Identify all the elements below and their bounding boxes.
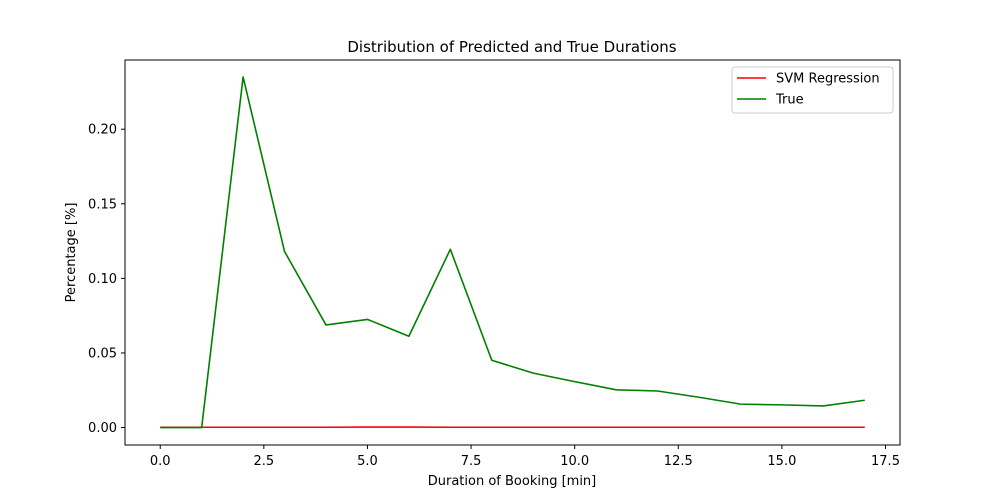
y-axis-ticks: 0.00 0.05 0.10 0.15 0.20 [88, 123, 125, 436]
x-tick-label: 15.0 [767, 454, 796, 469]
x-axis-label: Duration of Booking [min] [428, 474, 597, 489]
x-tick-label: 0.0 [150, 454, 171, 469]
y-tick-label: 0.20 [88, 123, 117, 138]
x-tick-label: 12.5 [664, 454, 693, 469]
y-tick-label: 0.10 [88, 272, 117, 287]
legend-label-true: True [775, 93, 804, 108]
y-tick-label: 0.05 [88, 346, 117, 361]
x-axis-ticks: 0.0 2.5 5.0 7.5 10.0 12.5 15.0 17.5 [150, 445, 900, 469]
x-tick-label: 10.0 [560, 454, 589, 469]
legend-box [731, 66, 894, 114]
legend-label-svm-regression: SVM Regression [776, 72, 880, 87]
x-tick-label: 7.5 [461, 454, 482, 469]
series-line-true [160, 76, 865, 429]
y-tick-label: 0.15 [88, 197, 117, 212]
plot-area-frame [124, 59, 901, 446]
x-tick-label: 5.0 [357, 454, 378, 469]
chart-title: Distribution of Predicted and True Durat… [347, 38, 676, 56]
x-tick-label: 2.5 [253, 454, 274, 469]
y-tick-label: 0.00 [88, 421, 117, 436]
y-axis-label: Percentage [%] [64, 203, 79, 303]
legend: SVM Regression True [731, 66, 894, 114]
plot-lines [160, 76, 865, 429]
x-tick-label: 17.5 [871, 454, 900, 469]
